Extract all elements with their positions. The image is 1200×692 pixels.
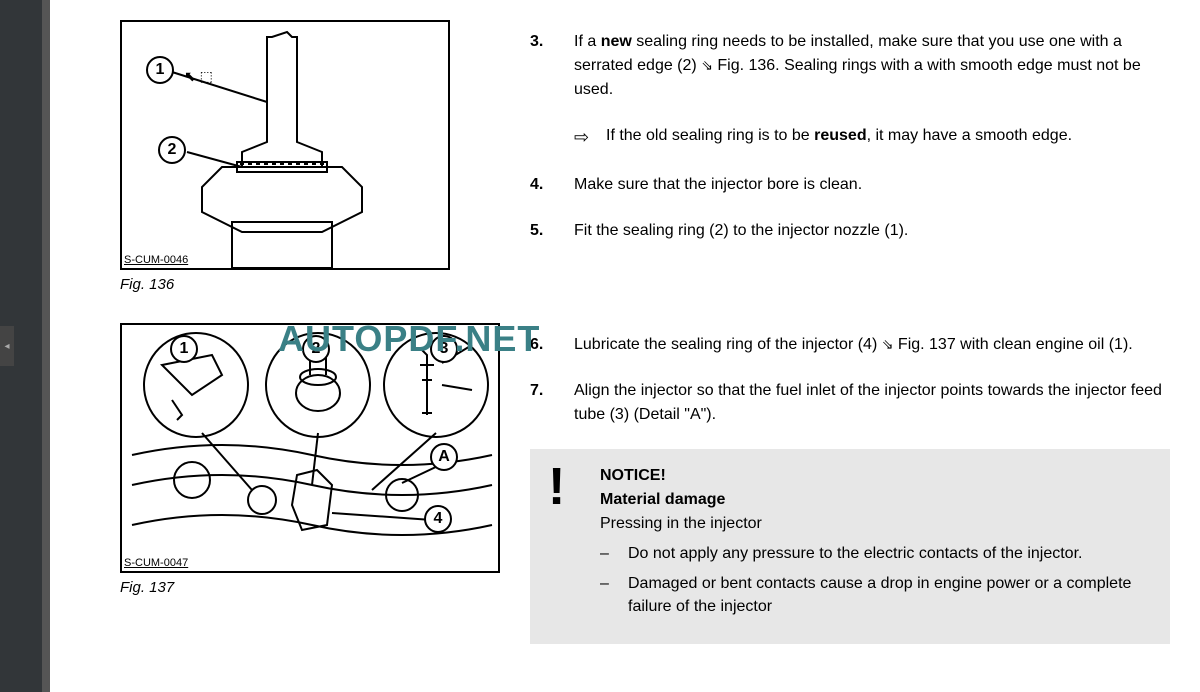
- link-icon: ⇘: [701, 57, 713, 73]
- pdf-sidebar: ◂: [0, 0, 42, 692]
- figure-136-caption: Fig. 136: [120, 276, 500, 293]
- link-icon: ⇘: [882, 336, 894, 352]
- step-text: Align the injector so that the fuel inle…: [574, 379, 1170, 427]
- sidebar-toggle[interactable]: ◂: [0, 326, 14, 366]
- list-item: Do not apply any pressure to the electri…: [600, 543, 1150, 565]
- notice-subtitle: Material damage: [600, 491, 1150, 509]
- step-text: Make sure that the injector bore is clea…: [574, 173, 1170, 197]
- callout-1: 1: [170, 335, 198, 363]
- step-4: 4. Make sure that the injector bore is c…: [530, 173, 1170, 197]
- step-number: 5.: [530, 219, 574, 243]
- step-text: If the old sealing ring is to be reused,…: [606, 124, 1170, 151]
- step-text: Lubricate the sealing ring of the inject…: [574, 333, 1170, 357]
- figure-137: OIL: [120, 323, 500, 573]
- step-5: 5. Fit the sealing ring (2) to the injec…: [530, 219, 1170, 243]
- watermark: AUTOPDF.NET: [278, 318, 540, 360]
- notice-text: Pressing in the injector: [600, 515, 1150, 533]
- step-text: Fit the sealing ring (2) to the injector…: [574, 219, 1170, 243]
- notice-list: Do not apply any pressure to the electri…: [600, 543, 1150, 618]
- exclamation-icon: !: [548, 467, 565, 509]
- callout-4: 4: [424, 505, 452, 533]
- document-page: AUTOPDF.NET 1 2 S-CUM-0046 ⬉ ⬚ Fig. 136: [50, 0, 1200, 692]
- cursor-icon: ⬉ ⬚: [184, 68, 213, 85]
- step-3: 3. If a new sealing ring needs to be ins…: [530, 30, 1170, 102]
- step-number: 7.: [530, 379, 574, 427]
- notice-box: ! NOTICE! Material damage Pressing in th…: [530, 449, 1170, 644]
- instructions-column: 3. If a new sealing ring needs to be ins…: [530, 20, 1170, 644]
- step-number: 3.: [530, 30, 574, 102]
- figure-136: 1 2 S-CUM-0046 ⬉ ⬚: [120, 20, 450, 270]
- figure-137-caption: Fig. 137: [120, 579, 500, 596]
- step-text: If a new sealing ring needs to be instal…: [574, 30, 1170, 102]
- notice-title: NOTICE!: [600, 467, 1150, 485]
- svg-text:OIL: OIL: [178, 367, 195, 378]
- step-number: 4.: [530, 173, 574, 197]
- step-6: 6. Lubricate the sealing ring of the inj…: [530, 333, 1170, 357]
- list-item: Damaged or bent contacts cause a drop in…: [600, 573, 1150, 618]
- figure-id: S-CUM-0047: [124, 557, 188, 569]
- figure-id: S-CUM-0046: [124, 254, 188, 266]
- callout-2: 2: [158, 136, 186, 164]
- arrow-icon: ⇨: [574, 124, 606, 151]
- step-3-sub: ⇨ If the old sealing ring is to be reuse…: [574, 124, 1170, 151]
- callout-1: 1: [146, 56, 174, 84]
- step-7: 7. Align the injector so that the fuel i…: [530, 379, 1170, 427]
- callout-A: A: [430, 443, 458, 471]
